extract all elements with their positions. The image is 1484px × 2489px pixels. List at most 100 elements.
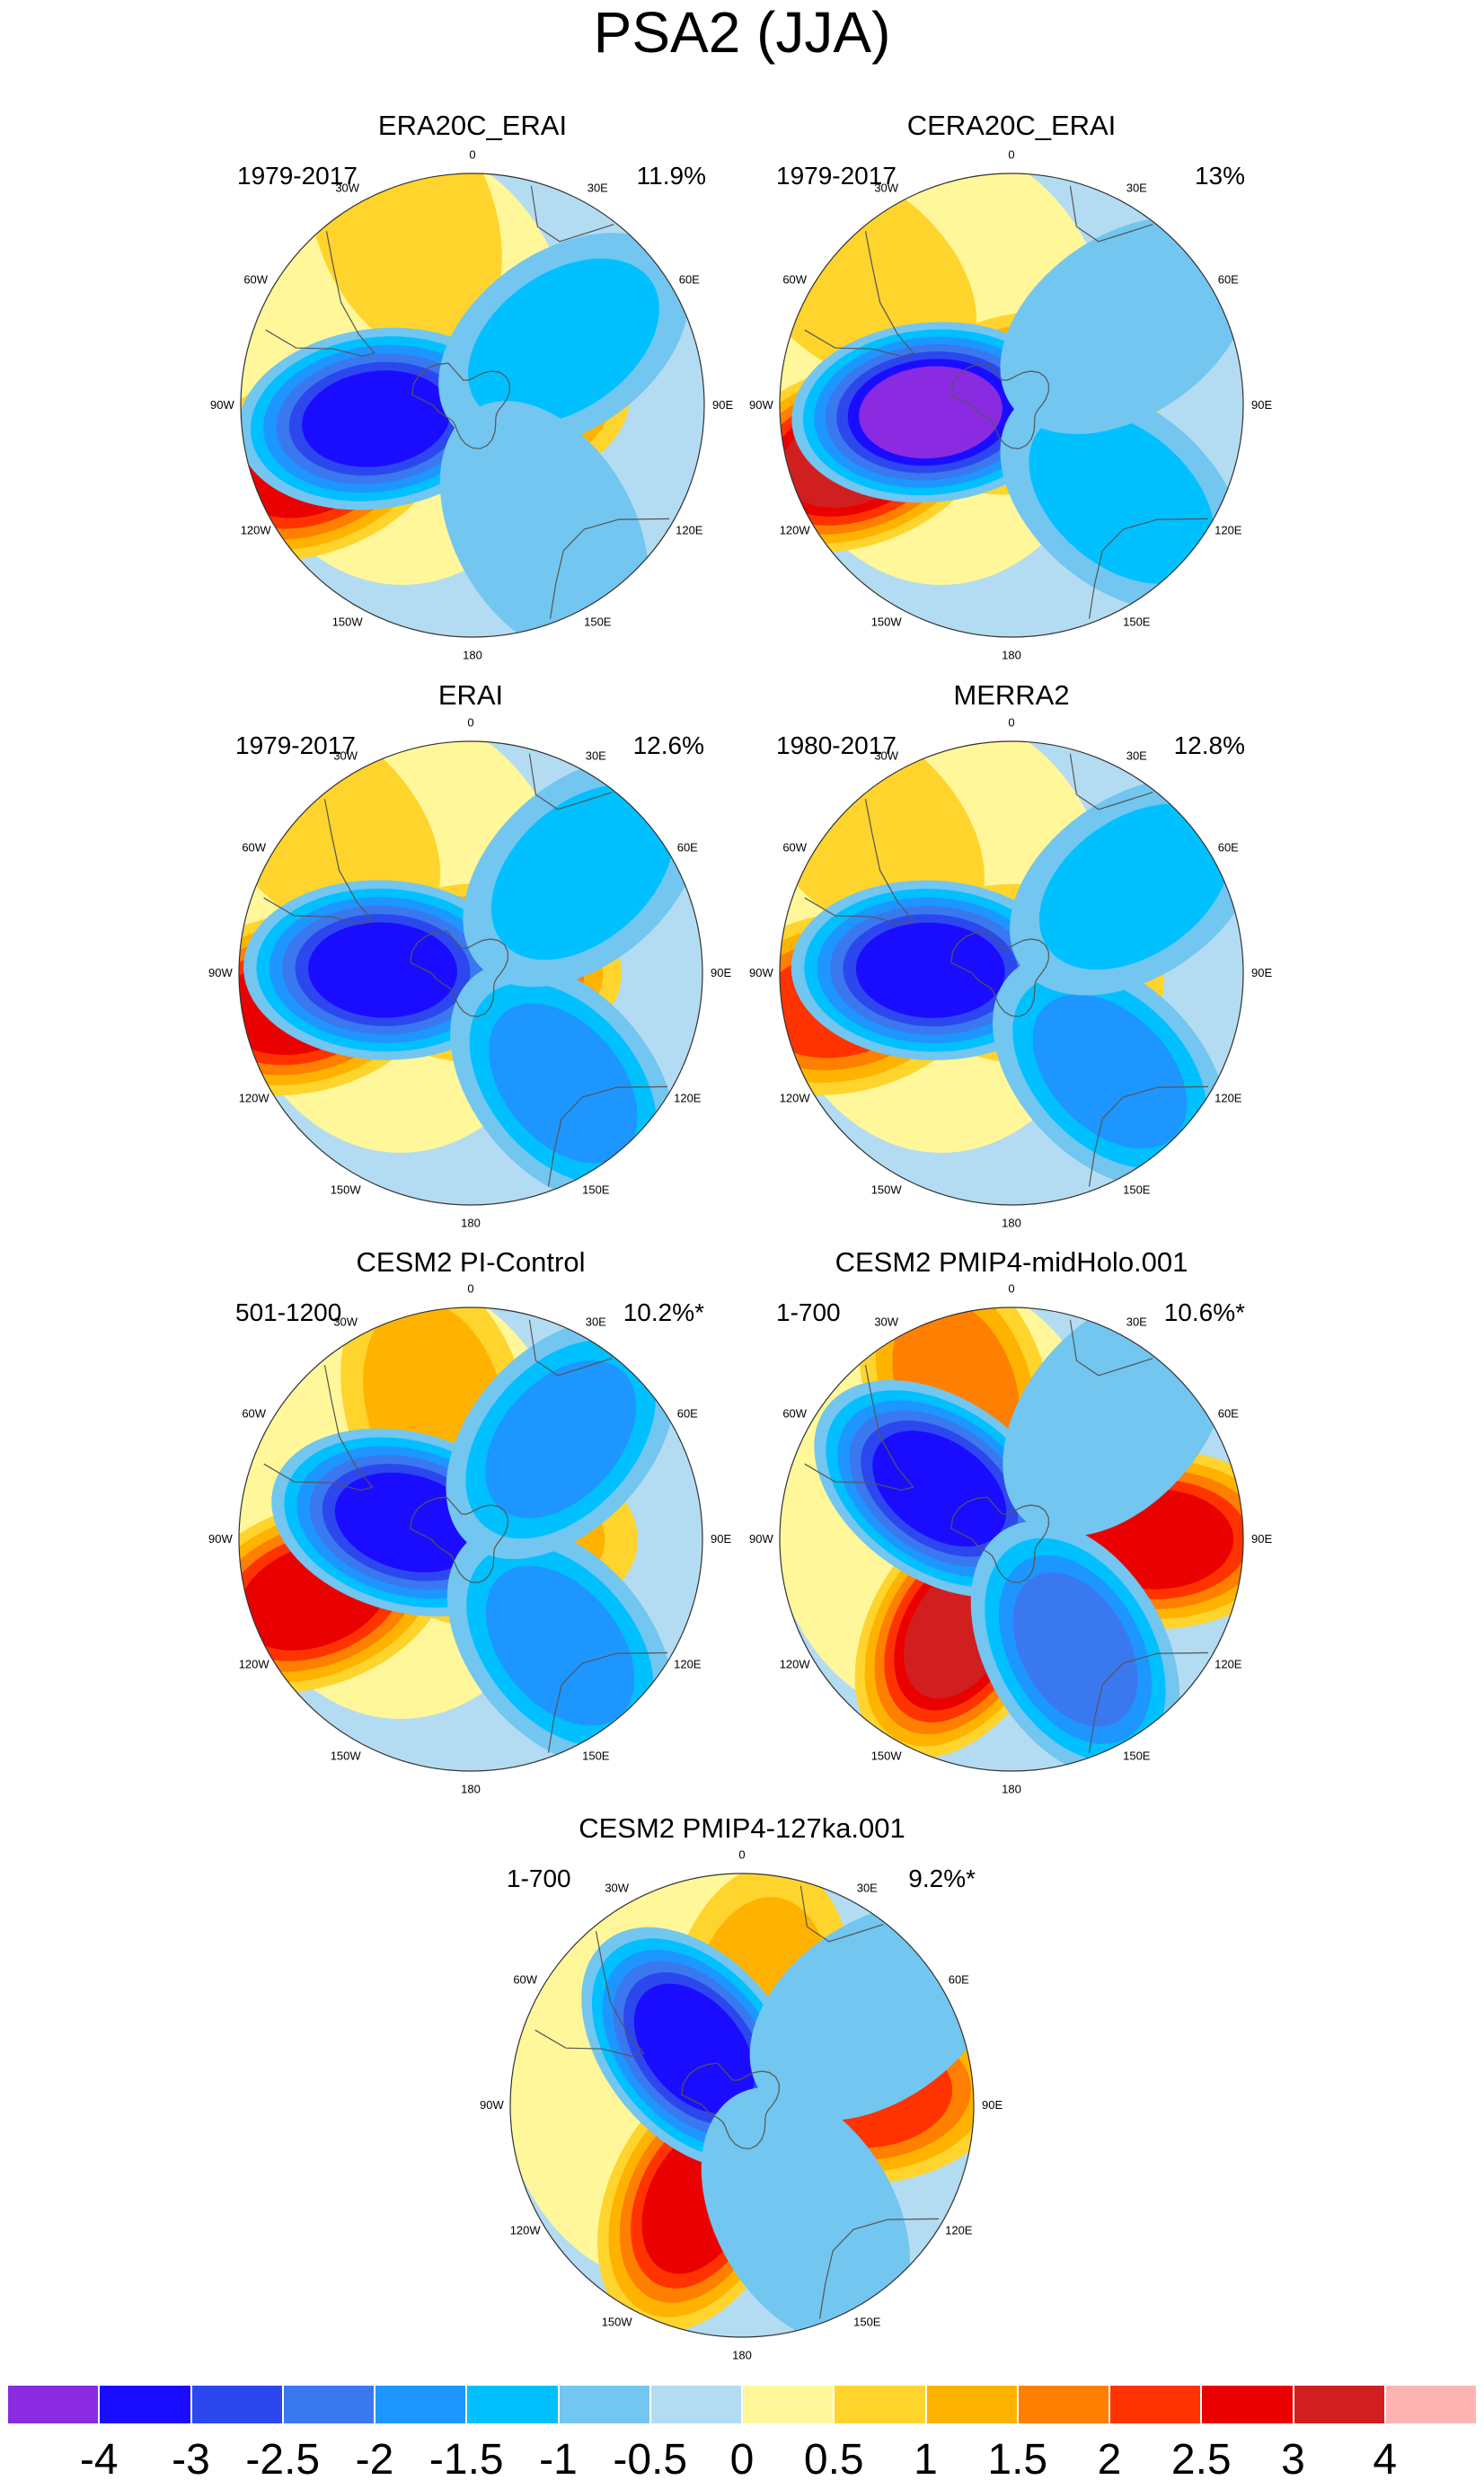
longitude-label: 30W xyxy=(874,182,898,195)
longitude-label: 150E xyxy=(853,2315,881,2328)
coastline-australia xyxy=(818,2218,940,2319)
colorbar-tick-label: -3 xyxy=(172,2436,210,2484)
colorbar-box xyxy=(1293,2385,1385,2424)
longitude-label: 0 xyxy=(467,1281,473,1295)
coastline xyxy=(950,930,1049,1017)
colorbar-tick-label: 2.5 xyxy=(1170,2436,1232,2484)
colorbar-tick-label: -1 xyxy=(539,2436,578,2484)
longitude-label: 30W xyxy=(605,1882,629,1895)
longitude-label: 30W xyxy=(874,749,898,763)
longitude-label: 0 xyxy=(738,1847,745,1861)
coastline-south-america xyxy=(265,231,375,358)
low-anomaly-contour xyxy=(1032,994,1188,1149)
longitude-label: 0 xyxy=(1008,147,1014,161)
colorbar-tick-label: 3 xyxy=(1281,2436,1305,2484)
longitude-label: 120W xyxy=(780,1657,811,1670)
longitude-label: 120W xyxy=(241,523,272,536)
colorbar-box xyxy=(1384,2385,1477,2424)
coastline-australia xyxy=(1088,518,1209,619)
longitude-label: 90E xyxy=(712,398,733,412)
longitude-label: 30E xyxy=(857,1882,878,1895)
colorbar-tick-label: 0 xyxy=(729,2436,755,2484)
map-frame xyxy=(238,740,703,1206)
colorbar-tick-label: 1 xyxy=(914,2436,938,2484)
longitude-label: 60W xyxy=(513,1973,537,1987)
longitude-label: 30W xyxy=(335,182,359,195)
coastline-africa xyxy=(1069,1319,1153,1377)
polar-map: 0 30E 60E 90E 120E 150E 180 150W 120W 90W 60W 30W xyxy=(208,1281,731,1796)
coastline xyxy=(411,362,510,449)
coastline-australia xyxy=(547,1652,668,1753)
longitude-label: 180 xyxy=(1002,649,1021,662)
high-anomaly-contour xyxy=(308,173,502,355)
panel-title: MERRA2 xyxy=(953,679,1070,711)
coastline-australia xyxy=(1088,1085,1209,1187)
coastline-australia xyxy=(549,518,670,619)
coastline-africa xyxy=(1069,185,1153,243)
longitude-label: 120E xyxy=(945,2223,973,2237)
longitude-label: 150E xyxy=(1123,615,1151,628)
longitude-label: 60W xyxy=(782,841,807,855)
map-frame xyxy=(779,173,1244,638)
colorbar-box xyxy=(99,2385,191,2424)
panel-title: ERAI xyxy=(437,679,504,711)
colorbar-box xyxy=(1109,2385,1202,2424)
longitude-label: 120E xyxy=(674,1091,702,1104)
polar-map: 0 30E 60E 90E 120E 150E 180 150W 120W 90W 60W 30W xyxy=(749,715,1272,1229)
map-frame xyxy=(240,173,705,638)
longitude-label: 180 xyxy=(732,2349,752,2362)
low-anomaly-contour xyxy=(485,1360,637,1519)
longitude-label: 120W xyxy=(239,1657,270,1670)
coastline xyxy=(410,930,508,1017)
coastline-africa xyxy=(528,753,613,810)
low-anomaly-contour xyxy=(1029,411,1215,584)
longitude-label: 60E xyxy=(677,1407,698,1421)
longitude-label: 60W xyxy=(242,841,266,855)
polar-map: 0 30E 60E 90E 120E 150E 180 150W 120W 90W 60W 30W xyxy=(210,147,733,661)
longitude-label: 150E xyxy=(584,615,612,628)
coastline-south-america xyxy=(804,799,914,926)
longitude-label: 90E xyxy=(982,2098,1003,2112)
low-anomaly-contour xyxy=(633,1983,755,2113)
longitude-label: 150W xyxy=(331,1182,362,1196)
colorbar-tick-label: 4 xyxy=(1373,2436,1398,2484)
colorbar-tick-label: 2 xyxy=(1097,2436,1122,2484)
coastline-south-america xyxy=(804,1365,914,1492)
panel-period: 1979-2017 xyxy=(237,162,358,190)
longitude-label: 60E xyxy=(677,841,698,855)
panel-title: CESM2 PMIP4-127ka.001 xyxy=(579,1812,905,1844)
panel-period: 1979-2017 xyxy=(776,162,897,190)
panel-period: 1980-2017 xyxy=(776,731,897,759)
map-frame xyxy=(779,1307,1244,1772)
coastline-australia xyxy=(547,1085,668,1187)
panel-title: CERA20C_ERAI xyxy=(906,110,1117,141)
colorbar-box xyxy=(282,2385,375,2424)
longitude-label: 30E xyxy=(586,1315,606,1329)
longitude-label: 150W xyxy=(871,1749,903,1762)
longitude-label: 30E xyxy=(1126,1315,1147,1329)
low-anomaly-contour xyxy=(701,2086,911,2337)
longitude-label: 120W xyxy=(510,2223,542,2237)
low-anomaly-contour xyxy=(1000,217,1243,435)
longitude-label: 180 xyxy=(461,1783,481,1796)
panel-variance: 12.6% xyxy=(632,731,704,759)
panel-period: 1979-2017 xyxy=(235,731,356,759)
longitude-label: 150E xyxy=(1123,1182,1151,1196)
map-frame xyxy=(238,1307,703,1772)
low-anomaly-contour xyxy=(1038,803,1231,970)
panel-variance: 9.2%* xyxy=(908,1865,976,1892)
colorbar-box xyxy=(190,2385,283,2424)
longitude-label: 0 xyxy=(469,147,475,161)
colorbar-tick-label: -4 xyxy=(79,2436,119,2484)
panel-period: 501-1200 xyxy=(235,1298,342,1326)
coastline-africa xyxy=(1069,753,1153,810)
colorbar-box xyxy=(925,2385,1018,2424)
longitude-label: 90W xyxy=(749,966,773,979)
coastline xyxy=(681,2062,780,2149)
longitude-label: 60E xyxy=(679,273,700,287)
longitude-label: 30E xyxy=(586,749,606,763)
longitude-label: 150W xyxy=(602,2315,633,2328)
longitude-label: 120W xyxy=(780,1091,811,1104)
longitude-label: 120W xyxy=(239,1091,270,1104)
panel-title: CESM2 PMIP4-midHolo.001 xyxy=(835,1246,1188,1278)
